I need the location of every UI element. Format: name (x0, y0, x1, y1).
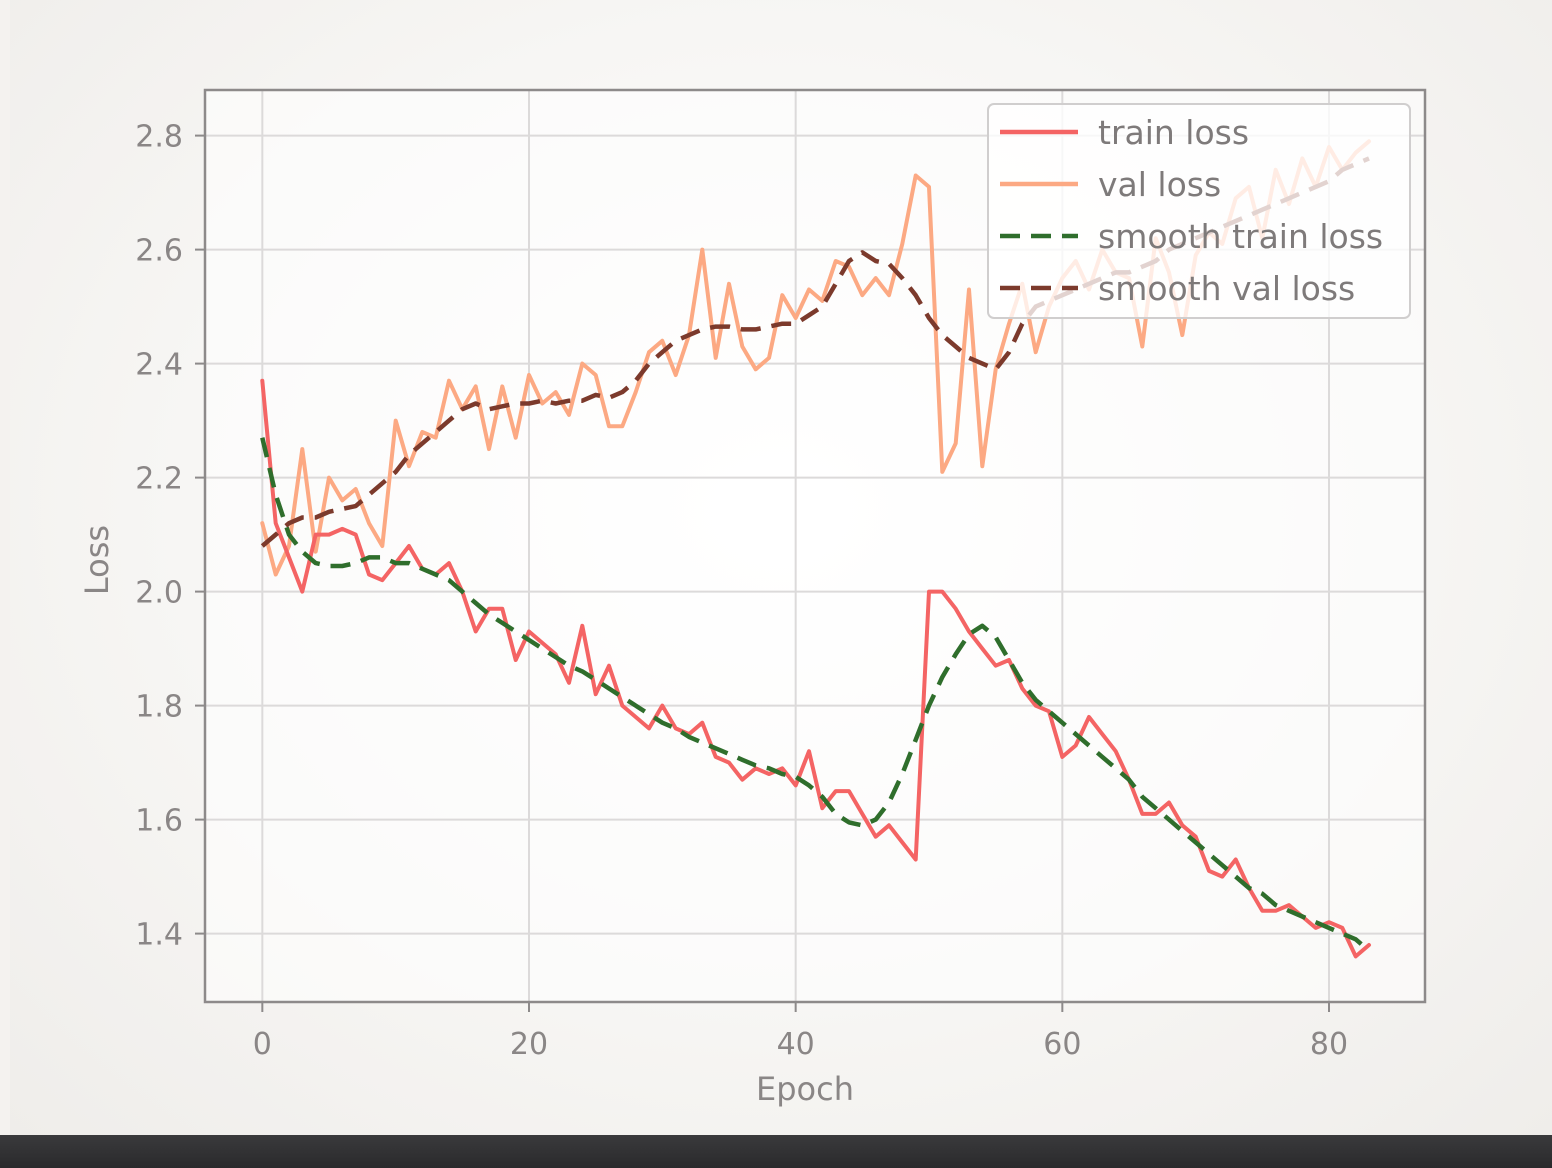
legend: train loss val loss smooth train loss smoot… (987, 103, 1411, 319)
ticks: 0 20 40 60 80 1.4 1.6 1.8 2.0 2.2 2.4 2.6 2.8 (135, 120, 1348, 1062)
plot-frame (203, 88, 1427, 1004)
series-line-val-loss (260, 139, 1371, 577)
y-tick-label: 2.6 (135, 234, 183, 269)
x-tick-label: 60 (1043, 1027, 1081, 1062)
series-line-train-loss (260, 378, 1371, 959)
y-tick-label: 2.8 (135, 120, 183, 155)
x-tick-label: 20 (510, 1027, 548, 1062)
y-tick-label: 2.2 (135, 462, 183, 497)
y-axis-label: Loss (78, 525, 116, 595)
y-tick-label: 1.4 (135, 918, 183, 953)
legend-label: val loss (1098, 165, 1221, 204)
legend-box (987, 103, 1411, 319)
x-tick-label: 80 (1310, 1027, 1348, 1062)
x-axis-label: Epoch (756, 1070, 854, 1108)
y-tick-label: 2.4 (135, 348, 183, 383)
x-tick-label: 0 (253, 1027, 272, 1062)
monitor-bezel (0, 1135, 1552, 1168)
x-tick-label: 40 (777, 1027, 815, 1062)
legend-label: smooth val loss (1098, 269, 1355, 308)
y-tick-label: 2.0 (135, 576, 183, 611)
legend-label: train loss (1098, 113, 1249, 152)
y-tick-label: 1.8 (135, 690, 183, 725)
legend-label: smooth train loss (1098, 217, 1383, 256)
y-tick-label: 1.6 (135, 804, 183, 839)
